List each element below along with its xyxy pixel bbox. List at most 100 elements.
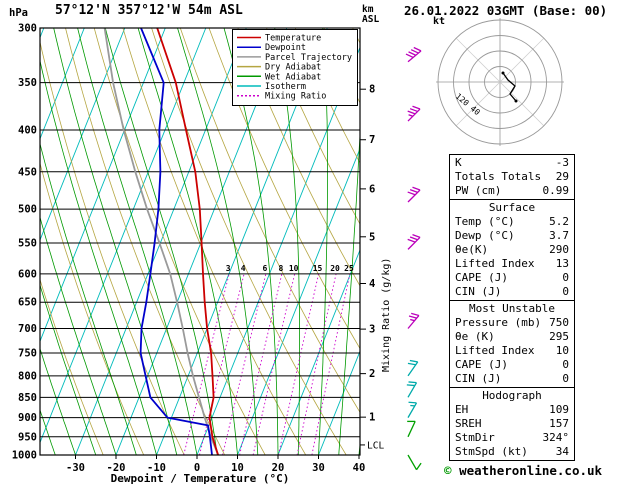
panel-row: Pressure (mb) 750 bbox=[450, 316, 574, 330]
svg-text:8: 8 bbox=[279, 264, 284, 273]
panel-row: StmDir 324° bbox=[450, 431, 574, 445]
panel-label: Temp (°C) bbox=[455, 215, 515, 228]
svg-text:20: 20 bbox=[330, 264, 340, 273]
panel-row: CAPE (J) 0 bbox=[450, 271, 574, 285]
panel-label: θe (K) bbox=[455, 330, 495, 343]
panel-row: Temp (°C) 5.2 bbox=[450, 215, 574, 229]
panel-label: SREH bbox=[455, 417, 482, 430]
legend-label: Parcel Trajectory bbox=[265, 53, 352, 63]
temp-tick-label: -30 bbox=[66, 462, 85, 474]
panel-row: Lifted Index 13 bbox=[450, 257, 574, 271]
section-title: Most Unstable bbox=[468, 302, 556, 315]
wind-barb bbox=[407, 312, 420, 329]
panel-label: CIN (J) bbox=[455, 372, 502, 385]
panel-value: 0 bbox=[562, 285, 569, 298]
pressure-tick-label: 300 bbox=[18, 23, 37, 35]
panel-row: CIN (J) 0 bbox=[450, 372, 574, 386]
panel-value: 10 bbox=[555, 344, 569, 357]
svg-text:15: 15 bbox=[313, 264, 323, 273]
svg-text:3: 3 bbox=[226, 264, 231, 273]
hodograph-ring bbox=[468, 50, 532, 114]
temp-tick-label: -10 bbox=[147, 462, 166, 474]
panel-value: -3 bbox=[555, 156, 569, 169]
panel-value: 0.99 bbox=[542, 184, 570, 197]
panel-label: Pressure (mb) bbox=[455, 316, 542, 329]
panel-row: θe(K) 290 bbox=[450, 243, 574, 257]
legend-label: Temperature bbox=[265, 34, 321, 44]
wind-barb bbox=[407, 359, 419, 377]
panel-value: 324° bbox=[542, 431, 570, 444]
panel-row: Dewp (°C) 3.7 bbox=[450, 229, 574, 243]
pressure-tick-label: 900 bbox=[18, 412, 37, 424]
legend-label: Dewpoint bbox=[265, 43, 306, 53]
wind-barb bbox=[406, 381, 418, 398]
panel-value: 290 bbox=[549, 243, 569, 256]
panel-row: Lifted Index 10 bbox=[450, 344, 574, 358]
copyright-text: weatheronline.co.uk bbox=[459, 463, 603, 478]
legend-label: Wet Adiabat bbox=[265, 72, 321, 82]
plot-border bbox=[39, 27, 361, 456]
pressure-tick-label: 750 bbox=[18, 347, 37, 359]
temp-tick-label: 20 bbox=[272, 462, 285, 474]
panel-label: EH bbox=[455, 403, 469, 416]
panel-label: StmDir bbox=[455, 431, 495, 444]
km-tick-label: 1 bbox=[369, 412, 375, 424]
hodograph-ring bbox=[484, 66, 516, 98]
temp-tick-label: 30 bbox=[312, 462, 325, 474]
panel-value: 3.7 bbox=[549, 229, 569, 242]
mixing-ratio-axis-label: Mixing Ratio (g/kg) bbox=[381, 258, 392, 372]
panel-value: 750 bbox=[549, 316, 569, 329]
panel-label: K bbox=[455, 156, 462, 169]
panel-row: SREH 157 bbox=[450, 417, 574, 431]
panel-label: θe(K) bbox=[455, 243, 489, 256]
section-title: Surface bbox=[488, 201, 536, 214]
station-title: 57°12'N 357°12'W 54m ASL bbox=[55, 3, 243, 18]
panel-value: 157 bbox=[549, 417, 569, 430]
panel-row: Totals Totals 29 bbox=[450, 170, 574, 184]
panel-row: PW (cm) 0.99 bbox=[450, 184, 574, 198]
svg-text:4: 4 bbox=[241, 264, 246, 273]
legend-label: Isotherm bbox=[265, 82, 306, 92]
dewpoint-curve bbox=[139, 28, 213, 455]
temp-tick-label: 10 bbox=[231, 462, 244, 474]
panel-value: 0 bbox=[562, 358, 569, 371]
panel-row: StmSpd (kt) 34 bbox=[450, 445, 574, 459]
legend-label: Dry Adiabat bbox=[265, 63, 321, 73]
hodograph-trace bbox=[502, 72, 517, 102]
temp-tick-label: 0 bbox=[194, 462, 200, 474]
profile-curves bbox=[103, 28, 219, 455]
panel-row: CIN (J) 0 bbox=[450, 285, 574, 299]
copyright: © weatheronline.co.uk bbox=[444, 463, 602, 478]
pressure-tick-label: 800 bbox=[18, 370, 37, 382]
pressure-tick-label: 400 bbox=[18, 125, 37, 137]
panel-label: CIN (J) bbox=[455, 285, 502, 298]
panel-row: CAPE (J) 0 bbox=[450, 358, 574, 372]
km-tick-label: 5 bbox=[369, 231, 375, 243]
x-axis-title: Dewpoint / Temperature (°C) bbox=[111, 472, 290, 485]
wet-adiabat-lines bbox=[40, 28, 360, 455]
wind-barb bbox=[407, 454, 422, 471]
axis-labels: hPa3003504004505005506006507007508008509… bbox=[9, 4, 392, 485]
asl-unit-label: ASL bbox=[362, 14, 379, 25]
pressure-tick-label: 950 bbox=[18, 431, 37, 443]
indices-panel: K -3 Totals Totals 29 PW (cm) 0.99 Surface Temp… bbox=[449, 154, 575, 461]
pressure-tick-label: 650 bbox=[18, 297, 37, 309]
temp-tick-label: 40 bbox=[353, 462, 366, 474]
panel-label: CAPE (J) bbox=[455, 271, 508, 284]
wind-barb bbox=[407, 401, 418, 418]
copyright-icon: © bbox=[444, 463, 452, 478]
lcl-label: LCL bbox=[367, 440, 384, 451]
wind-barb bbox=[407, 186, 421, 203]
pressure-tick-label: 700 bbox=[18, 323, 37, 335]
legend-label: Mixing Ratio bbox=[265, 92, 326, 102]
panel-value: 295 bbox=[549, 330, 569, 343]
pressure-tick-label: 550 bbox=[18, 237, 37, 249]
section-surface: Surface Temp (°C) 5.2 Dewp (°C) 3.7 θe(K) 290 L… bbox=[450, 199, 574, 300]
wind-barb bbox=[407, 420, 416, 438]
mixing-ratio-labels: 3 4 6 8 10 15 20 25 bbox=[226, 264, 354, 273]
hodograph-ring bbox=[453, 35, 547, 129]
panel-label: Lifted Index bbox=[455, 257, 535, 270]
panel-value: 29 bbox=[555, 170, 569, 183]
